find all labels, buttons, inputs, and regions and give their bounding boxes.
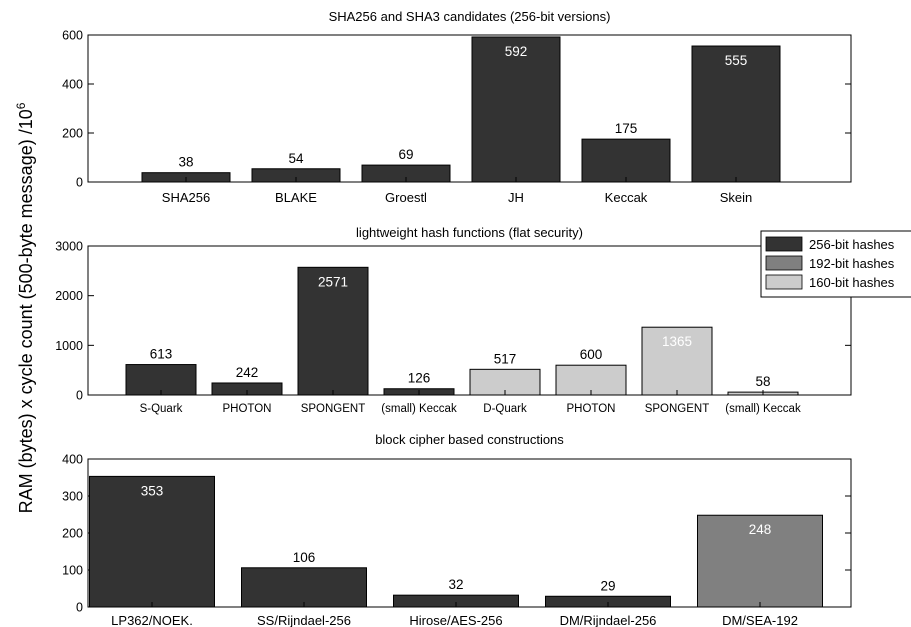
bar-value-label: 2571: [318, 274, 348, 289]
x-tick-label: SHA256: [162, 190, 210, 205]
bar: [89, 475, 215, 608]
x-tick-label: Keccak: [605, 190, 648, 205]
x-tick-label: JH: [508, 190, 524, 205]
y-tick-label: 300: [62, 490, 83, 504]
bar-value-label: 592: [505, 44, 528, 59]
legend-label: 256-bit hashes: [809, 237, 895, 252]
x-tick-label: (small) Keccak: [381, 403, 457, 415]
panel-title: lightweight hash functions (flat securit…: [356, 225, 583, 240]
legend-swatch: [765, 236, 803, 252]
bar-value-label: 126: [408, 371, 431, 386]
bar-value-label: 32: [448, 577, 463, 592]
bar-value-label: 242: [236, 365, 259, 380]
plot-frame: [87, 34, 852, 183]
x-tick-label: DM/Rijndael-256: [560, 613, 657, 627]
y-tick-label: 200: [62, 527, 83, 541]
legend-label: 160-bit hashes: [809, 275, 895, 290]
x-tick-label: DM/SEA-192: [722, 613, 798, 627]
bar-value-label: 517: [494, 351, 517, 366]
bar: [471, 36, 561, 183]
bar-value-label: 600: [580, 347, 603, 362]
panel-title: block cipher based constructions: [375, 432, 564, 447]
y-axis-label-main: RAM (bytes) x cycle count (500-byte mess…: [16, 109, 36, 513]
y-tick-label: 0: [76, 176, 83, 190]
x-tick-label: (small) Keccak: [725, 403, 801, 415]
chart-panel-1: SHA256 and SHA3 candidates (256-bit vers…: [62, 9, 852, 205]
x-tick-label: Skein: [720, 190, 753, 205]
chart-panel-3: block cipher based constructions 0 100 200 3…: [62, 432, 852, 627]
legend: 256-bit hashes 192-bit hashes 160-bit hash…: [760, 230, 911, 298]
y-tick-label: 400: [62, 453, 83, 467]
bar-value-label: 58: [755, 374, 770, 389]
bar-value-label: 1365: [662, 334, 692, 349]
bar: [641, 326, 713, 396]
y-tick-label: 0: [76, 389, 83, 403]
x-tick-label: PHOTON: [567, 403, 616, 415]
bar-value-label: 69: [398, 147, 413, 162]
bar-value-label: 555: [725, 53, 748, 68]
x-tick-label: SPONGENT: [301, 403, 366, 415]
x-tick-label: SS/Rijndael-256: [257, 613, 351, 627]
panel-title: SHA256 and SHA3 candidates (256-bit vers…: [329, 9, 611, 24]
bar-value-label: 175: [615, 121, 638, 136]
x-tick-label: Hirose/AES-256: [409, 613, 502, 627]
x-tick-label: BLAKE: [275, 190, 317, 205]
svg-text:RAM (bytes) x cycle count (500: RAM (bytes) x cycle count (500-byte mess…: [14, 102, 36, 513]
x-tick-label: SPONGENT: [645, 403, 710, 415]
bar-value-label: 54: [288, 151, 304, 166]
x-tick-label: PHOTON: [223, 403, 272, 415]
y-tick-label: 100: [62, 564, 83, 578]
y-tick-label: 0: [76, 601, 83, 615]
legend-swatch: [765, 255, 803, 271]
bar-value-label: 29: [600, 578, 615, 593]
bar: [241, 567, 367, 608]
y-tick-label: 200: [62, 127, 83, 141]
chart-panel-2: lightweight hash functions (flat securit…: [55, 225, 852, 415]
x-tick-label: Groestl: [385, 190, 427, 205]
x-tick-label: D-Quark: [483, 403, 527, 415]
y-tick-label: 600: [62, 29, 83, 43]
bar: [581, 138, 671, 183]
legend-label: 192-bit hashes: [809, 256, 895, 271]
bar-value-label: 106: [293, 550, 316, 565]
y-tick-label: 400: [62, 78, 83, 92]
y-tick-label: 3000: [55, 240, 83, 254]
y-tick-label: 2000: [55, 289, 83, 303]
bar-value-label: 353: [141, 483, 164, 498]
bar-value-label: 248: [749, 522, 772, 537]
legend-swatch: [765, 274, 803, 290]
bar: [297, 266, 369, 396]
bar-value-label: 613: [150, 347, 173, 362]
y-tick-label: 1000: [55, 339, 83, 353]
bar: [697, 514, 823, 608]
y-axis-label-exponent: 6: [14, 102, 28, 109]
y-axis-label: RAM (bytes) x cycle count (500-byte mess…: [14, 102, 36, 513]
x-tick-label: S-Quark: [140, 403, 183, 415]
bar-value-label: 38: [178, 155, 193, 170]
x-tick-label: LP362/NOEK.: [111, 613, 193, 627]
